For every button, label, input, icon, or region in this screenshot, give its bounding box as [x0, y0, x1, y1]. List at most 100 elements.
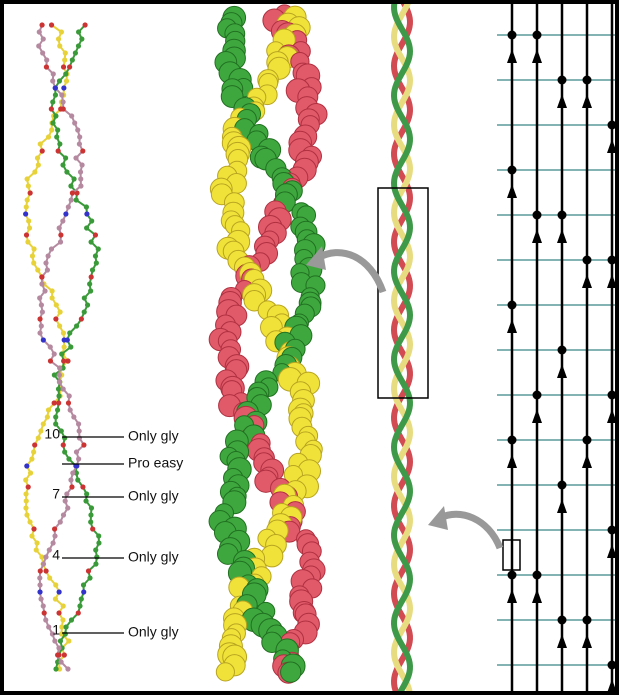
arrow [316, 249, 387, 294]
atom [29, 253, 36, 259]
atom [39, 22, 45, 28]
ball-and-stick-panel [23, 22, 102, 672]
atom [27, 519, 33, 525]
atom [26, 225, 33, 231]
residue-dot [532, 570, 542, 580]
residue-number: 1 [52, 622, 60, 638]
residue-dot [607, 255, 617, 265]
atom [69, 113, 75, 119]
atom [75, 421, 82, 427]
atom [56, 78, 63, 84]
atom [60, 512, 67, 518]
atom [51, 400, 57, 406]
atom [45, 134, 52, 140]
callout-label: Only gly [128, 624, 179, 640]
direction-arrow [507, 454, 517, 468]
atom [39, 274, 45, 280]
atom [65, 666, 71, 672]
atom [23, 505, 29, 511]
residue-dot [507, 570, 517, 580]
atom [58, 659, 64, 665]
direction-arrow [607, 409, 617, 423]
atom [33, 547, 39, 553]
atom [27, 190, 33, 196]
atom [37, 330, 43, 336]
atom [29, 533, 35, 539]
atom [89, 267, 96, 273]
atom [64, 491, 70, 497]
atom [69, 57, 75, 63]
atom [63, 71, 69, 77]
atom [56, 610, 62, 616]
residue-dot [507, 435, 517, 445]
atom [24, 463, 30, 469]
atom [57, 239, 64, 245]
atom [53, 113, 59, 119]
atom [40, 421, 46, 427]
atom [46, 624, 52, 630]
atom [23, 477, 29, 483]
atom [51, 351, 57, 357]
atom [88, 239, 94, 245]
atom [77, 169, 84, 175]
atom [42, 288, 48, 294]
atom [31, 449, 37, 455]
space-fill-panel [208, 4, 328, 684]
atom [94, 554, 100, 560]
atom [75, 29, 82, 35]
residue-dot [532, 30, 542, 40]
atom [56, 400, 62, 406]
atom [60, 330, 67, 336]
atom [72, 50, 79, 56]
atom [93, 561, 99, 567]
atom [25, 183, 31, 189]
atom [53, 582, 59, 588]
atom [93, 547, 99, 553]
atom [75, 43, 82, 49]
atom [53, 421, 59, 427]
atom [53, 414, 59, 420]
atom [38, 596, 44, 602]
atom [55, 148, 61, 154]
direction-arrow [582, 454, 592, 468]
atom [37, 141, 43, 147]
direction-arrow [582, 634, 592, 648]
atom [24, 512, 30, 518]
atom [53, 316, 59, 322]
residue-dot [557, 345, 567, 355]
direction-arrow [582, 94, 592, 108]
atom [75, 127, 81, 133]
atom [68, 183, 74, 189]
atom [62, 57, 68, 63]
atom [49, 631, 56, 637]
atom [39, 309, 45, 315]
atom [57, 519, 63, 525]
atom [68, 617, 75, 623]
atom [60, 603, 66, 609]
atom [44, 57, 50, 63]
atom [56, 589, 62, 595]
atom [66, 638, 72, 644]
atom [48, 246, 55, 252]
atom [92, 253, 99, 259]
atom [80, 582, 87, 588]
direction-arrow [532, 589, 542, 603]
atom [37, 589, 43, 595]
atom [62, 435, 68, 441]
residue-dot [582, 75, 592, 85]
direction-arrow [532, 49, 542, 63]
atom [78, 176, 84, 182]
residue-dot [557, 615, 567, 625]
atom [75, 477, 81, 483]
atom [38, 323, 44, 329]
atom [84, 302, 91, 308]
atom [43, 260, 49, 266]
atom [56, 372, 63, 378]
atom [40, 50, 46, 56]
atom [59, 92, 65, 98]
atom [69, 190, 75, 196]
atom [45, 407, 52, 413]
atom [36, 29, 42, 35]
